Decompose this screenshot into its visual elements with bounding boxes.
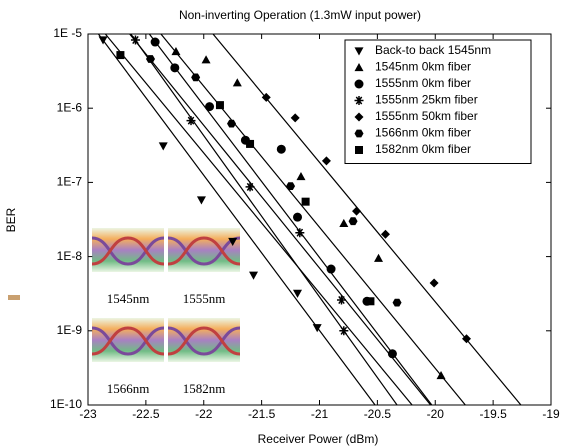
data-point [366, 297, 374, 305]
data-point [293, 213, 302, 222]
x-tick-label: -19.5 [479, 407, 507, 421]
legend-label: 1545nm 0km fiber [375, 60, 471, 74]
y-axis-label: BER [4, 207, 18, 232]
data-point [187, 116, 196, 125]
data-point [295, 228, 304, 237]
y-tick-label: 1E-8 [57, 249, 83, 263]
inset-label: 1582nm [183, 381, 226, 396]
inset-label: 1555nm [183, 291, 226, 306]
data-point [302, 198, 310, 206]
x-tick-label: -23 [79, 407, 97, 421]
x-tick-label: -19 [542, 407, 560, 421]
x-tick-label: -21 [311, 407, 329, 421]
legend-marker [355, 80, 364, 89]
eye-diagram [168, 318, 240, 362]
data-point [246, 140, 254, 148]
chart: Non-inverting Operation (1.3mW input pow… [0, 0, 562, 448]
legend-marker [355, 146, 363, 154]
y-tick-label: 1E-7 [57, 175, 83, 189]
inset-label: 1545nm [107, 291, 150, 306]
data-point [277, 145, 286, 154]
y-tick-label: 1E-10 [50, 397, 82, 411]
data-point [339, 326, 348, 335]
y-tick-label: 1E-9 [57, 323, 83, 337]
data-point [327, 265, 336, 274]
small-icon [8, 295, 20, 300]
data-point [216, 101, 224, 109]
x-tick-label: -22.5 [132, 407, 160, 421]
legend-label: 1582nm 0km fiber [375, 142, 471, 156]
x-tick-label: -20 [427, 407, 445, 421]
x-tick-label: -21.5 [248, 407, 276, 421]
data-point [170, 63, 179, 72]
x-axis-label: Receiver Power (dBm) [258, 432, 379, 446]
eye-diagram [168, 228, 240, 272]
legend-label: 1555nm 0km fiber [375, 76, 471, 90]
eye-diagram [92, 318, 164, 362]
legend-label: Back-to back 1545nm [375, 43, 491, 57]
legend-label: 1555nm 50km fiber [375, 109, 478, 123]
chart-title: Non-inverting Operation (1.3mW input pow… [179, 8, 421, 22]
legend-marker [355, 96, 364, 105]
data-point [116, 51, 124, 59]
data-point [151, 38, 160, 47]
data-point [205, 102, 214, 111]
data-point [337, 296, 346, 305]
x-tick-label: -20.5 [364, 407, 392, 421]
x-tick-label: -22 [195, 407, 213, 421]
inset-label: 1566nm [107, 381, 150, 396]
y-tick-label: 1E-6 [57, 100, 83, 114]
legend-label: 1555nm 25km fiber [375, 93, 478, 107]
y-tick-label: 1E -5 [53, 26, 82, 40]
legend-label: 1566nm 0km fiber [375, 126, 471, 140]
eye-diagram [92, 228, 164, 272]
